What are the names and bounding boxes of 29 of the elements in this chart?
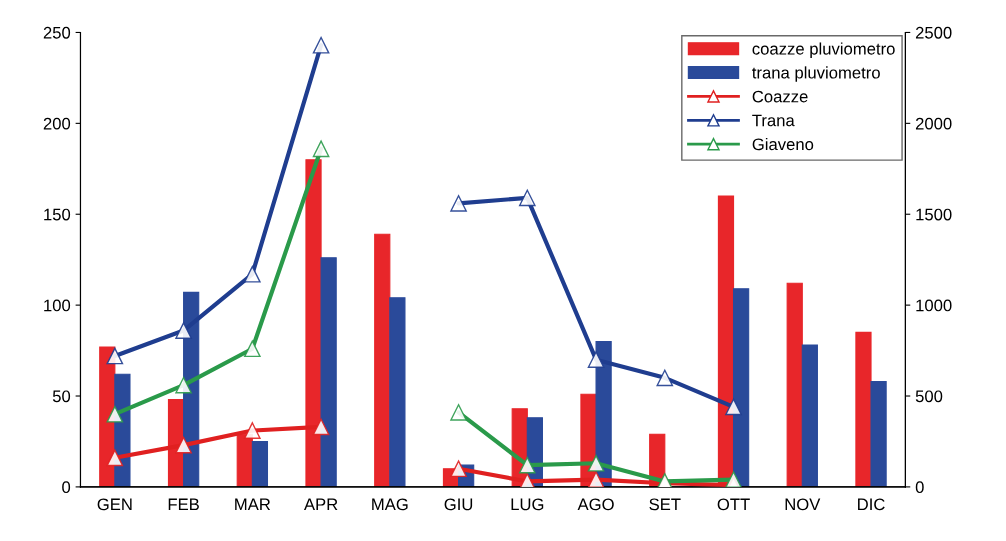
y-tick-label: 200 [43,117,71,130]
x-tick-label: FEB [168,498,199,511]
legend-label: Giaveno [752,137,814,151]
y2-tick-label: 1000 [916,299,952,312]
x-tick-label: OTT [717,498,750,511]
x-tick-label: APR [303,498,338,511]
legend-label: coazze pluviometro [752,42,895,58]
x-tick-label: DIC [858,498,885,511]
y2-tick-label: 0 [915,481,924,494]
y-tick-label: 50 [52,390,71,403]
x-tick-label: MAG [372,498,408,511]
x-tick-label: LUG [511,498,544,511]
x-tick-label: AGO [577,498,614,511]
x-tick-label: GIU [444,498,473,511]
legend-label: Coazze [752,90,808,103]
legend-label: Trana [752,114,795,127]
y2-tick-label: 2000 [915,117,952,130]
y-tick-label: 0 [62,481,71,494]
y2-tick-label: 1500 [916,208,952,221]
y-tick-label: 250 [43,26,71,39]
y2-tick-label: 500 [915,390,943,403]
y-tick-label: 150 [44,208,71,221]
y2-tick-label: 2500 [915,26,952,39]
x-tick-label: MAR [235,498,271,511]
legend-label: trana pluviometro [752,66,880,82]
y-tick-label: 100 [44,299,71,312]
x-tick-label: SET [649,498,681,511]
x-tick-label: GEN [97,498,132,511]
x-tick-label: NOV [785,498,821,511]
